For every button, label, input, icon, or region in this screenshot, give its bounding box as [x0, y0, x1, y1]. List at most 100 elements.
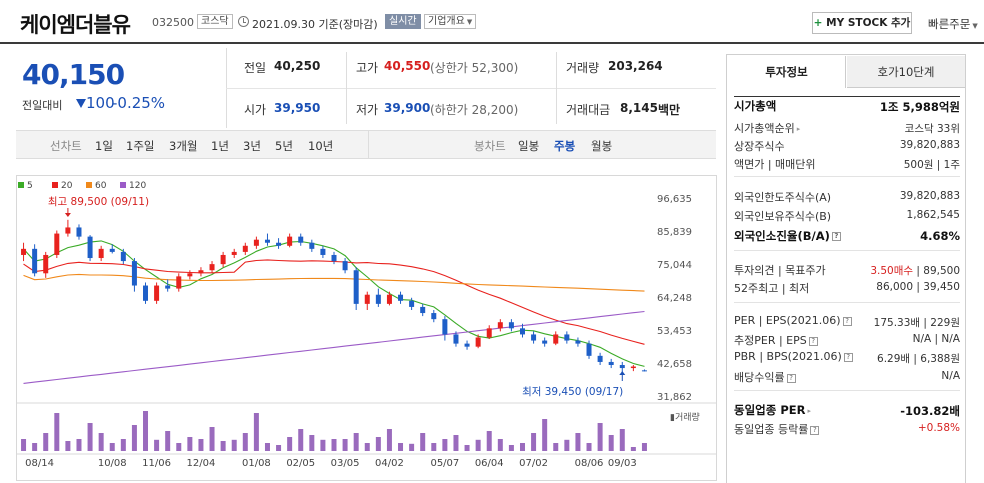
y-tick-label: 31,862 — [657, 392, 692, 403]
x-tick-label: 09/03 — [608, 458, 637, 469]
range-3m[interactable]: 3개월 — [169, 139, 198, 153]
volume-bar — [120, 439, 126, 451]
help-icon[interactable]: ? — [842, 316, 852, 326]
x-tick-label: 04/02 — [375, 458, 404, 469]
info-label[interactable]: 배당수익률? — [734, 369, 796, 385]
candle-body — [331, 254, 337, 262]
candle-body — [409, 300, 415, 307]
max-annotation: 최고 89,500 (09/11) — [48, 196, 149, 208]
info-label[interactable]: PBR | BPS(2021.06)? — [734, 350, 853, 363]
range-1w[interactable]: 1주일 — [126, 139, 155, 153]
info-label-text: 추정PER | EPS — [734, 334, 807, 347]
info-value: 6.29배 | 6,388원 — [877, 351, 960, 366]
volume-bar — [586, 443, 592, 451]
candle-body — [398, 294, 404, 301]
tab-order-book[interactable]: 호가10단계 — [847, 56, 965, 88]
x-tick-label: 05/07 — [430, 458, 459, 469]
volume-bar — [431, 443, 437, 451]
info-label-text: 외국인한도주식수(A) — [734, 191, 832, 204]
candle-body — [209, 264, 215, 271]
volume-bar — [508, 445, 514, 451]
candle-body — [630, 366, 636, 369]
min-annotation: 최저 39,450 (09/17) — [522, 386, 623, 398]
prev-close-label: 전일 — [244, 61, 267, 75]
volume-bar — [409, 443, 415, 451]
candle-body — [508, 322, 514, 329]
info-label[interactable]: 시가총액순위 ▸ — [734, 120, 800, 136]
info-value: 86,000 | 39,450 — [876, 281, 960, 293]
candle-body — [519, 328, 525, 335]
info-label[interactable]: 외국인소진율(B/A)? — [734, 228, 841, 244]
divider — [346, 52, 347, 124]
legend-swatch — [120, 182, 126, 188]
volume-bar — [608, 435, 614, 451]
candle-body — [21, 248, 27, 255]
min-arrow-head — [619, 371, 626, 375]
volume-bar — [65, 441, 71, 451]
candle-body — [32, 248, 38, 274]
volume-bar — [198, 439, 204, 451]
help-icon[interactable]: ? — [810, 425, 820, 435]
info-label-text: 시가총액순위 — [734, 122, 795, 135]
candle-body — [464, 343, 470, 347]
legend-swatch — [86, 182, 92, 188]
range-3y[interactable]: 3년 — [243, 139, 261, 153]
range-1y[interactable]: 1년 — [211, 139, 229, 153]
range-10y[interactable]: 10년 — [308, 139, 334, 153]
help-icon[interactable]: ? — [843, 352, 853, 362]
help-icon[interactable]: ? — [831, 232, 841, 241]
open-value: 39,950 — [274, 101, 321, 115]
candle-body — [287, 236, 293, 246]
info-label-text: 동일업종 PER — [734, 403, 806, 417]
base-date: 2021.09.30 기준(장마감) — [252, 18, 378, 31]
x-tick-label: 08/14 — [25, 458, 54, 469]
candle-monthly[interactable]: 월봉 — [591, 139, 613, 153]
volume-bar — [353, 433, 359, 451]
volume-bar — [176, 443, 182, 451]
info-label[interactable]: 추정PER | EPS? — [734, 332, 818, 348]
info-value-text: 1,862,545 — [906, 209, 960, 221]
volume-bar — [143, 411, 149, 451]
volume-value: 203,264 — [608, 59, 663, 73]
legend-swatch — [52, 182, 58, 188]
company-info-dropdown[interactable]: 기업개요 ▼ — [424, 14, 477, 29]
invest-info-panel — [726, 54, 966, 483]
range-5y[interactable]: 5년 — [275, 139, 293, 153]
volume-bar — [131, 425, 137, 451]
info-label[interactable]: PER | EPS(2021.06)? — [734, 314, 852, 327]
change-value: 100 — [86, 94, 115, 112]
info-label[interactable]: 동일업종 PER ▸ — [734, 402, 811, 418]
upper-limit: (상한가 52,300) — [430, 61, 519, 75]
current-price: 40,150 — [22, 58, 125, 91]
volume-bar — [54, 413, 60, 451]
chart-toolbar: 선차트 1일 1주일 3개월 1년 3년 5년 10년 봉차트 일봉 주봉 월봉 — [16, 130, 716, 159]
amount-unit: 백만 — [658, 103, 681, 117]
info-value-text: 175.33배 | 229원 — [873, 317, 960, 329]
info-label: 외국인한도주식수(A) — [734, 189, 831, 205]
candle-weekly[interactable]: 주봉 — [554, 139, 576, 153]
range-1d[interactable]: 1일 — [95, 139, 113, 153]
info-value-text: N/A | N/A — [912, 333, 960, 345]
realtime-button[interactable]: 실시간 — [385, 14, 421, 29]
volume-bar — [76, 439, 82, 451]
my-stock-add-button[interactable]: + MY STOCK 추가 — [812, 12, 912, 34]
candle-daily[interactable]: 일봉 — [518, 139, 540, 153]
help-icon[interactable]: ? — [808, 336, 818, 346]
info-value-text: +0.58% — [917, 422, 960, 434]
candle-body — [342, 261, 348, 271]
arrow-right-icon: ▸ — [796, 125, 801, 133]
ma-line — [23, 240, 645, 367]
candle-chart-label: 봉차트 — [474, 139, 506, 153]
x-tick-label: 06/04 — [475, 458, 504, 469]
info-label: 상장주식수 — [734, 138, 785, 154]
candle-body — [264, 239, 270, 243]
volume-bar — [531, 433, 537, 451]
help-icon[interactable]: ? — [786, 373, 796, 383]
info-label[interactable]: 동일업종 등락률? — [734, 421, 820, 437]
volume-label: ▮거래량 — [670, 411, 700, 423]
tab-invest-info[interactable]: 투자정보 — [728, 56, 846, 88]
quick-order-dropdown[interactable]: 빠른주문 ▼ — [928, 16, 978, 32]
volume-bar — [453, 435, 459, 451]
info-value: 코스닥 33위 — [905, 121, 960, 136]
volume-label: 거래량 — [566, 61, 600, 75]
